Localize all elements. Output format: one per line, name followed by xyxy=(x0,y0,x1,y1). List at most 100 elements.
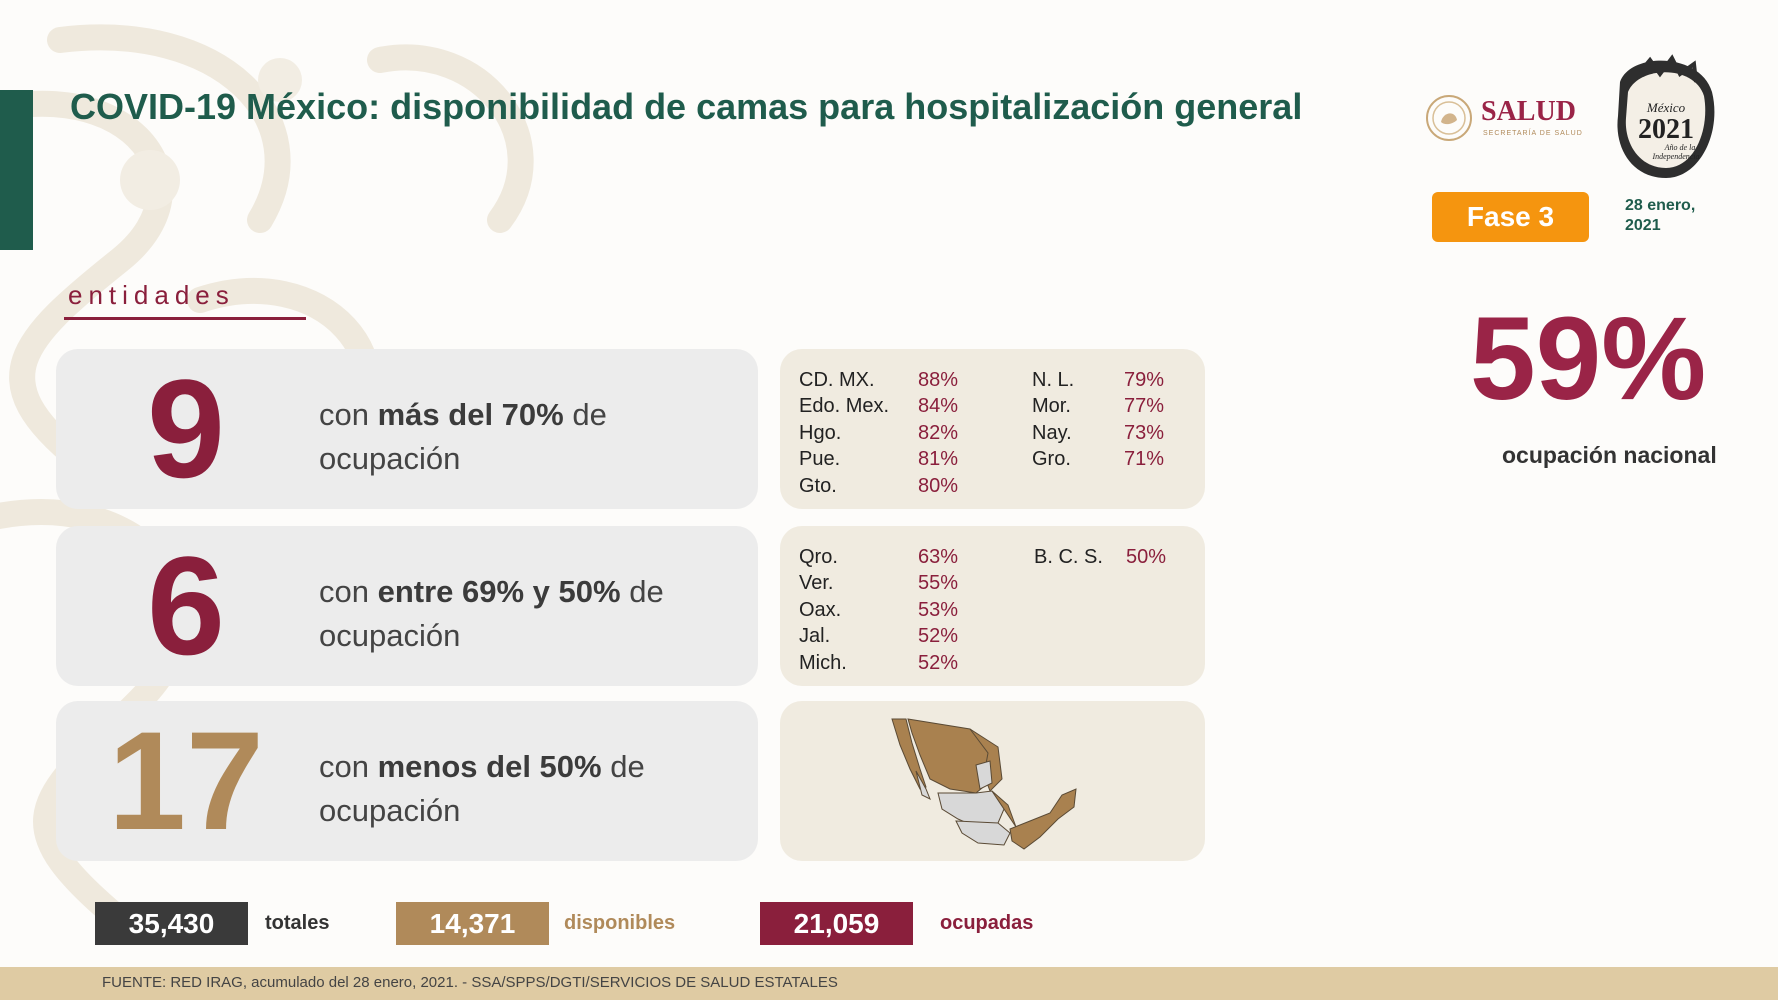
map-region-southeast xyxy=(1009,788,1077,850)
state-row: Gto. 80% xyxy=(799,473,958,500)
salud-logo-subtitle: SECRETARÍA DE SALUD xyxy=(1483,130,1583,137)
mexico-map xyxy=(891,718,1077,850)
row-description-mid: con entre 69% y 50% de ocupación xyxy=(319,570,749,658)
occupied-beds-label: ocupadas xyxy=(940,912,1034,934)
state-pct: 52% xyxy=(918,625,959,648)
state-row: Mor. 77% xyxy=(1032,394,1164,421)
states-high-left: CD. MX. 88% Edo. Mex. 84% Hgo. 82% Pue. 81% … xyxy=(799,367,958,500)
state-row: CD. MX. 88% xyxy=(799,367,958,394)
row-description-low: con menos del 50% de ocupación xyxy=(319,745,749,833)
desc-bold: más del 70% xyxy=(377,397,564,432)
desc-bold: entre 69% y 50% xyxy=(377,574,621,609)
state-pct: 88% xyxy=(918,368,959,391)
state-name: Mor. xyxy=(1032,395,1071,418)
state-name: Edo. Mex. xyxy=(799,395,890,418)
state-pct: 79% xyxy=(1124,368,1165,391)
phase-badge: Fase 3 xyxy=(1432,192,1589,242)
accent-bar xyxy=(0,90,33,250)
salud-logo-text: SALUD xyxy=(1481,96,1576,127)
salud-logo: SALUD SECRETARÍA DE SALUD xyxy=(1425,88,1585,150)
state-pct: 53% xyxy=(918,598,959,621)
state-row: Gro. 71% xyxy=(1032,447,1164,474)
desc-pre: con xyxy=(319,397,378,432)
desc-post: de xyxy=(563,397,607,432)
state-name: Hgo. xyxy=(799,421,842,444)
state-name: Pue. xyxy=(799,448,841,471)
desc-post: de xyxy=(601,749,645,784)
state-pct: 81% xyxy=(918,448,959,471)
state-row: Mich. 52% xyxy=(799,650,958,677)
report-date: 28 enero, 2021 xyxy=(1625,196,1735,236)
state-row: N. L. 79% xyxy=(1032,367,1164,394)
map-region-south xyxy=(955,820,1011,846)
desc-pre: con xyxy=(319,574,378,609)
mexico-logo-year: 2021 xyxy=(1638,114,1694,145)
map-region-bcs xyxy=(915,770,931,801)
desc-line2: ocupación xyxy=(319,441,461,476)
total-beds-box: 35,430 xyxy=(95,902,248,945)
states-mid-right: B. C. S. 50% xyxy=(1034,544,1166,571)
state-name: Jal. xyxy=(799,625,831,648)
state-pct: 73% xyxy=(1124,421,1165,444)
occupied-beds-box: 21,059 xyxy=(760,902,913,945)
section-label: entidades xyxy=(68,280,235,310)
desc-line2: ocupación xyxy=(319,793,461,828)
state-name: Mich. xyxy=(799,651,847,674)
state-name: Oax. xyxy=(799,598,842,621)
state-pct: 71% xyxy=(1124,448,1165,471)
date-line1: 28 enero, xyxy=(1625,197,1696,214)
state-name: B. C. S. xyxy=(1034,545,1103,568)
state-pct: 50% xyxy=(1126,545,1167,568)
state-name: Nay. xyxy=(1032,421,1072,444)
map-region-baja xyxy=(891,718,927,790)
state-name: Gro. xyxy=(1032,448,1071,471)
row-description-high: con más del 70% de ocupación xyxy=(319,393,749,481)
section-underline xyxy=(64,317,306,320)
desc-line2: ocupación xyxy=(319,618,461,653)
row-card-low: 17 con menos del 50% de ocupación xyxy=(56,701,758,861)
state-row: Pue. 81% xyxy=(799,447,958,474)
state-name: Qro. xyxy=(799,545,838,568)
state-row: Qro. 63% xyxy=(799,544,958,571)
national-occupancy-value: 59% xyxy=(1470,293,1707,425)
state-row: Ver. 55% xyxy=(799,571,958,598)
row-count-high: 9 xyxy=(147,350,225,507)
mexico-logo-line1: México xyxy=(1646,100,1686,115)
state-name: N. L. xyxy=(1032,368,1075,391)
states-high-right: N. L. 79% Mor. 77% Nay. 73% Gro. 71% xyxy=(1032,367,1164,473)
mexico-logo-line2: Año de la xyxy=(1664,143,1696,152)
mexico-logo-line3: Independencia xyxy=(1651,152,1699,161)
state-pct: 80% xyxy=(918,474,959,497)
page-title: COVID-19 México: disponibilidad de camas… xyxy=(70,86,1303,127)
footer-bar: FUENTE: RED IRAG, acumulado del 28 enero… xyxy=(0,967,1778,1000)
row-count-mid: 6 xyxy=(147,527,225,684)
state-row: Edo. Mex. 84% xyxy=(799,394,958,421)
state-name: Gto. xyxy=(799,474,837,497)
state-row: Hgo. 82% xyxy=(799,420,958,447)
state-row: Nay. 73% xyxy=(1032,420,1164,447)
state-name: CD. MX. xyxy=(799,368,875,391)
desc-bold: menos del 50% xyxy=(377,749,602,784)
row-card-mid: 6 con entre 69% y 50% de ocupación xyxy=(56,526,758,686)
states-mid-card: Qro. 63% Ver. 55% Oax. 53% Jal. 52% Mich. 52%… xyxy=(780,526,1205,686)
national-occupancy-label: ocupación nacional xyxy=(1502,442,1717,468)
state-pct: 84% xyxy=(918,395,959,418)
state-name: Ver. xyxy=(799,572,834,595)
state-pct: 52% xyxy=(918,651,959,674)
desc-post: de xyxy=(620,574,664,609)
available-beds-box: 14,371 xyxy=(396,902,549,945)
state-pct: 63% xyxy=(918,545,959,568)
state-row: B. C. S. 50% xyxy=(1034,544,1166,571)
state-row: Oax. 53% xyxy=(799,597,958,624)
state-pct: 55% xyxy=(918,572,959,595)
available-beds-label: disponibles xyxy=(564,912,676,934)
map-card xyxy=(780,701,1205,861)
state-pct: 77% xyxy=(1124,395,1165,418)
date-line2: 2021 xyxy=(1625,217,1661,234)
map-region-nl xyxy=(975,760,993,790)
source-note: FUENTE: RED IRAG, acumulado del 28 enero… xyxy=(102,974,838,991)
mexican-seal-icon xyxy=(1426,95,1472,141)
state-row: Jal. 52% xyxy=(799,624,958,651)
states-high-card: CD. MX. 88% Edo. Mex. 84% Hgo. 82% Pue. 81% … xyxy=(780,349,1205,509)
desc-pre: con xyxy=(319,749,378,784)
